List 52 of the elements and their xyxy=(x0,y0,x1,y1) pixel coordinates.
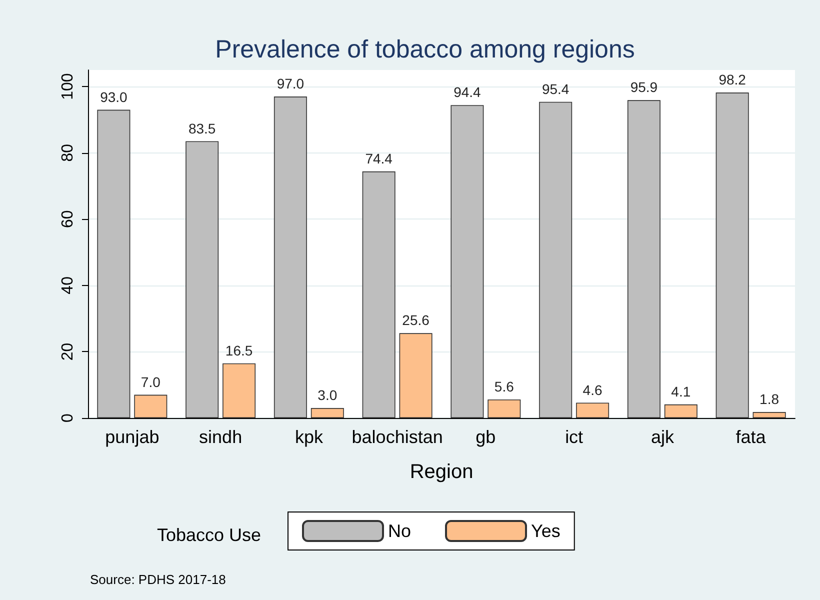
bar xyxy=(716,92,749,418)
y-tick-label: 40 xyxy=(60,276,76,294)
y-tick-label: 60 xyxy=(60,210,76,228)
data-label: 95.4 xyxy=(542,80,570,97)
bar xyxy=(97,110,130,418)
data-label: 5.6 xyxy=(494,378,514,394)
legend-label: No xyxy=(388,521,412,541)
x-tick-label: kpk xyxy=(294,427,324,447)
data-label: 94.4 xyxy=(454,84,482,100)
bar xyxy=(362,171,396,418)
bar xyxy=(186,141,219,418)
chart-title: Prevalence of tobacco among regions xyxy=(215,36,635,64)
bar xyxy=(627,100,660,418)
y-tick-label: 0 xyxy=(60,413,76,422)
bar xyxy=(664,404,698,418)
data-label: 95.9 xyxy=(630,79,658,96)
bar xyxy=(488,399,521,418)
x-tick-label: balochistan xyxy=(352,427,443,447)
y-tick-label: 20 xyxy=(60,342,76,361)
bar xyxy=(399,333,432,418)
x-tick-label: fata xyxy=(736,427,767,447)
data-label: 7.0 xyxy=(140,374,161,390)
data-label: 4.1 xyxy=(671,383,691,400)
bar xyxy=(274,96,307,418)
x-tick-label: sindh xyxy=(199,427,242,447)
data-label: 25.6 xyxy=(402,312,430,328)
data-label: 98.2 xyxy=(718,72,746,88)
data-label: 3.0 xyxy=(318,387,338,404)
data-label: 97.0 xyxy=(276,76,304,92)
x-tick-label: gb xyxy=(476,427,496,447)
x-tick-label: ajk xyxy=(650,427,675,447)
data-label: 1.8 xyxy=(760,391,780,408)
y-tick-label: 100 xyxy=(60,73,76,100)
x-tick-label: punjab xyxy=(105,427,160,447)
bar xyxy=(752,412,786,418)
source-note: Source: PDHS 2017-18 xyxy=(90,572,226,587)
bar xyxy=(310,408,344,418)
bar xyxy=(134,394,168,418)
data-label: 74.4 xyxy=(365,150,393,166)
data-label: 93.0 xyxy=(100,88,128,105)
x-axis-title: Region xyxy=(410,461,474,483)
bar xyxy=(576,402,610,418)
data-label: 4.6 xyxy=(582,382,602,398)
legend-label: Yes xyxy=(531,521,560,541)
legend-title: Tobacco Use xyxy=(157,525,262,545)
x-tick-label: ict xyxy=(565,427,584,447)
y-tick-label: 80 xyxy=(60,144,76,162)
data-label: 16.5 xyxy=(225,342,253,358)
bar xyxy=(222,363,256,418)
bar xyxy=(450,105,484,418)
data-label: 83.5 xyxy=(188,120,216,136)
bar xyxy=(539,102,572,418)
